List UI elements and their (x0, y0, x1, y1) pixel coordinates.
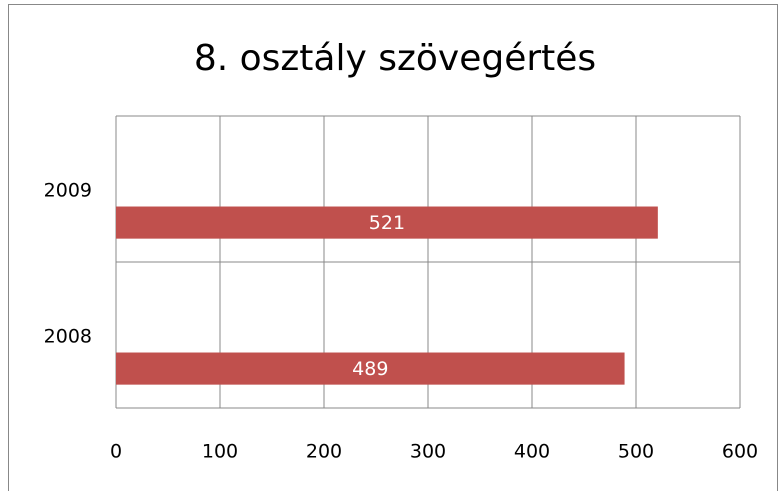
x-tick-label: 500 (618, 441, 654, 463)
chart-title: 8. osztály szövegértés (194, 38, 596, 79)
y-tick-label: 2008 (44, 326, 92, 348)
chart-border (8, 4, 778, 491)
x-tick-label: 0 (110, 441, 122, 463)
bar (116, 352, 625, 385)
x-tick-label: 200 (306, 441, 342, 463)
x-tick-label: 400 (514, 441, 550, 463)
data-label: 489 (352, 358, 388, 380)
x-tick-label: 100 (202, 441, 238, 463)
y-tick-label: 2009 (44, 180, 92, 202)
bar (116, 206, 658, 239)
data-label: 521 (369, 212, 405, 234)
x-tick-label: 600 (722, 441, 758, 463)
x-tick-label: 300 (410, 441, 446, 463)
